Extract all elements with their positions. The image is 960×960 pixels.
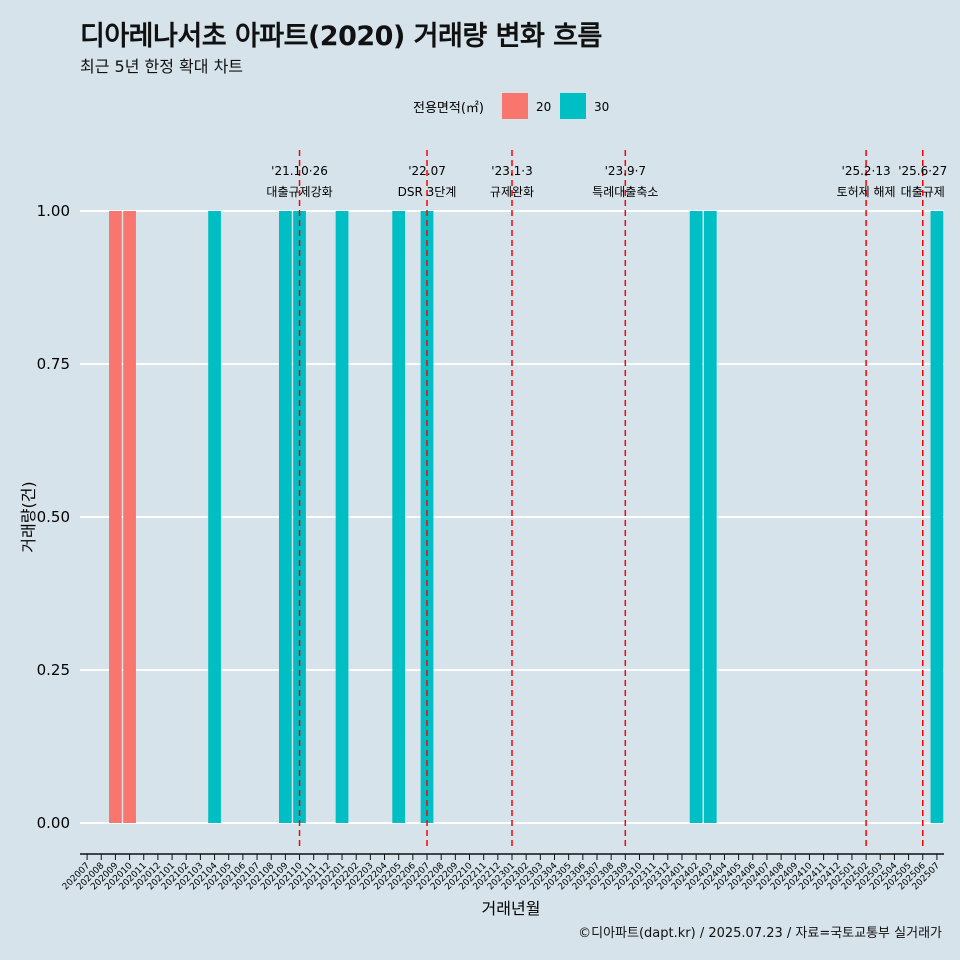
x-axis: 2020072020082020092020102020112020122021… — [61, 853, 944, 892]
x-axis-title: 거래년월 — [482, 899, 541, 918]
y-tick-label: 0.75 — [37, 355, 70, 373]
bar-30-202201 — [335, 211, 349, 823]
event-label-202110: 대출규제강화 — [266, 185, 332, 199]
legend-label-20: 20 — [536, 100, 551, 114]
bar-30-202207 — [420, 211, 434, 823]
chart-subtitle: 최근 5년 한정 확대 차트 — [80, 57, 244, 76]
event-label-202502: '25.2·13 — [842, 164, 891, 178]
bar-30-202507 — [930, 211, 944, 823]
bar-30-202403 — [703, 211, 717, 823]
y-axis: 0.00 0.25 0.50 0.75 1.00 — [37, 202, 70, 832]
event-label-202506: '25.6·27 — [898, 164, 947, 178]
event-label-202207: DSR 3단계 — [398, 185, 457, 199]
legend-swatch-30 — [560, 93, 586, 119]
chart-title: 디아레나서초 아파트(2020) 거래량 변화 흐름 — [80, 21, 602, 52]
legend-label-30: 30 — [594, 100, 609, 114]
event-label-202301: 규제완화 — [490, 185, 534, 199]
bar-30-202402 — [689, 211, 703, 823]
event-label-202502: 토허제 해제 — [837, 185, 896, 199]
bar-20-202009 — [109, 211, 122, 823]
y-tick-label: 0.25 — [37, 661, 70, 679]
y-tick-label: 0.50 — [37, 508, 70, 526]
caption: ©디아파트(dapt.kr) / 2025.07.23 / 자료=국토교통부 실… — [578, 926, 942, 941]
bar-30-202110 — [293, 211, 306, 823]
bar-30-202205 — [392, 211, 406, 823]
bar-30-202104 — [208, 211, 221, 823]
bar-30-202109 — [279, 211, 292, 823]
legend: 전용면적(㎡) 20 30 — [413, 93, 609, 119]
legend-swatch-20 — [502, 93, 528, 119]
y-tick-label: 0.00 — [37, 814, 70, 832]
bar-20-202010 — [123, 211, 136, 823]
event-label-202309: '23.9·7 — [605, 164, 646, 178]
legend-title: 전용면적(㎡) — [413, 101, 484, 116]
event-label-202309: 특례대출축소 — [592, 185, 658, 199]
y-tick-label: 1.00 — [37, 202, 70, 220]
event-label-202110: '21.10·26 — [271, 164, 328, 178]
event-label-202301: '23.1·3 — [491, 164, 532, 178]
bars — [109, 211, 944, 823]
y-axis-title: 거래량(건) — [19, 481, 38, 552]
event-lines: '21.10·26 대출규제강화 '22.07 DSR 3단계 '23.1·3 규제완화 '… — [266, 150, 947, 850]
event-label-202207: '22.07 — [408, 164, 446, 178]
event-label-202506: 대출규제 — [901, 185, 945, 199]
